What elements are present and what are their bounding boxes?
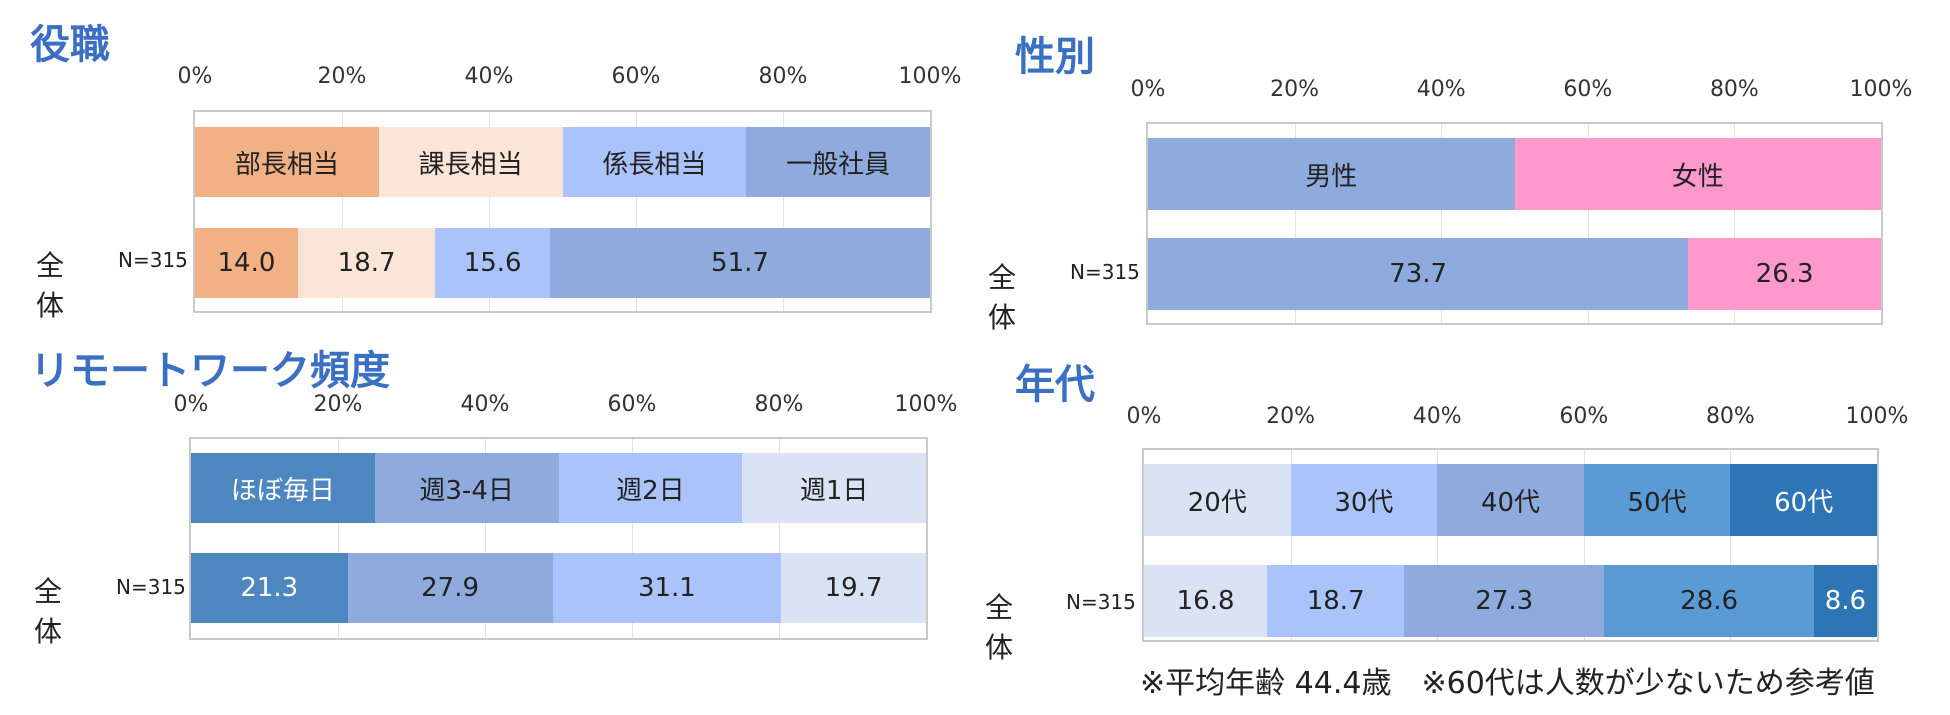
x-tick-label: 40% [1416,77,1466,102]
sample-size-label: N=315 [118,248,188,272]
bar-segment: 73.7 [1148,238,1689,310]
gridline [779,439,780,638]
legend-item: 一般社員 [746,127,930,197]
legend-item: 週2日 [558,453,743,523]
x-tick-label: 0% [173,392,209,417]
x-tick-label: 60% [1563,77,1613,102]
row-label: 全体 [985,591,1014,664]
x-tick-label: 20% [313,392,363,417]
bar-segment: 51.7 [549,228,930,298]
x-tick-label: 40% [460,392,510,417]
gridline [783,112,784,311]
gridline [1730,450,1732,640]
gridline [1441,124,1443,323]
bar-segment: 8.6 [1813,565,1877,637]
legend-bar: ほぼ毎日 週3-4日 週2日 週1日 [191,453,926,523]
legend-bar: 部長相当 課長相当 係長相当 一般社員 [195,127,930,197]
sample-size-label: N=315 [1066,590,1136,614]
bar-segment: 18.7 [297,228,436,298]
x-tick-label: 40% [1412,404,1462,429]
bar-segment: 31.1 [552,553,782,623]
row-label: 全体 [34,575,63,648]
gridline [1294,124,1296,323]
bar-segment: 16.8 [1144,565,1268,637]
gridline [489,112,490,311]
x-axis-ticks: 0% 20% 40% 60% 80% 100% [1131,77,1913,107]
x-tick-label: 80% [758,64,808,89]
bar-segment: 14.0 [195,228,298,298]
gridline [632,439,633,638]
footnote: ※平均年齢 44.4歳 ※60代は人数が少ないため参考値 [1140,666,1875,701]
bar-segment: 27.3 [1404,565,1605,637]
bar-segment: 21.3 [191,553,348,623]
data-bar: 73.7 26.3 [1148,238,1881,310]
legend-item: 女性 [1514,138,1881,210]
gridline [1587,124,1589,323]
chart-title: 役職 [30,22,110,68]
legend-item: 週1日 [742,453,926,523]
gridline [1734,124,1736,323]
x-tick-label: 40% [464,64,514,89]
legend-item: 係長相当 [562,127,747,197]
bar-segment: 26.3 [1688,238,1881,310]
legend-item: ほぼ毎日 [191,453,375,523]
x-tick-label: 80% [1709,77,1759,102]
gridline [342,112,343,311]
x-tick-label: 100% [1849,77,1913,102]
x-tick-label: 20% [1266,404,1316,429]
x-tick-label: 20% [1270,77,1320,102]
data-bar: 16.8 18.7 27.3 28.6 8.6 [1144,565,1877,637]
x-tick-label: 60% [607,392,657,417]
sample-size-label: N=315 [1070,260,1140,284]
x-tick-label: 0% [1126,404,1162,429]
legend-item: 50代 [1583,464,1731,536]
bar-segment: 27.9 [347,553,553,623]
x-axis-ticks: 0% 20% 40% 60% 80% 100% [174,392,958,422]
gridline [1290,450,1292,640]
x-tick-label: 100% [898,64,962,89]
chart-title: 年代 [1015,362,1095,408]
x-tick-label: 100% [894,392,958,417]
x-tick-label: 0% [177,64,213,89]
legend-item: 部長相当 [195,127,379,197]
legend-item: 課長相当 [378,127,563,197]
legend-item: 60代 [1730,464,1877,536]
x-axis-ticks: 0% 20% 40% 60% 80% 100% [178,64,962,94]
bar-segment: 28.6 [1604,565,1814,637]
legend-item: 40代 [1437,464,1584,536]
legend-item: 週3-4日 [374,453,559,523]
x-tick-label: 0% [1130,77,1166,102]
gridline [338,439,339,638]
bar-segment: 15.6 [435,228,550,298]
gridline [485,439,486,638]
legend-item: 男性 [1148,138,1515,210]
chart-title: 性別 [1015,34,1095,80]
x-tick-label: 60% [611,64,661,89]
gridline [636,112,637,311]
data-bar: 14.0 18.7 15.6 51.7 [195,228,930,298]
x-tick-label: 20% [317,64,367,89]
bar-segment: 18.7 [1267,565,1405,637]
sample-size-label: N=315 [116,575,186,599]
chart-title: リモートワーク頻度 [30,348,390,394]
legend-bar: 20代 30代 40代 50代 60代 [1144,464,1877,536]
row-label: 全体 [988,261,1017,334]
gridline [1583,450,1585,640]
legend-bar: 男性 女性 [1148,138,1881,210]
legend-item: 20代 [1144,464,1291,536]
gridline [1437,450,1439,640]
x-tick-label: 60% [1559,404,1609,429]
x-tick-label: 80% [1705,404,1755,429]
bar-segment: 19.7 [781,553,926,623]
data-bar: 21.3 27.9 31.1 19.7 [191,553,926,623]
legend-item: 30代 [1290,464,1438,536]
row-label: 全体 [36,249,65,322]
x-axis-ticks: 0% 20% 40% 60% 80% 100% [1127,404,1909,434]
x-tick-label: 100% [1845,404,1909,429]
x-tick-label: 80% [754,392,804,417]
